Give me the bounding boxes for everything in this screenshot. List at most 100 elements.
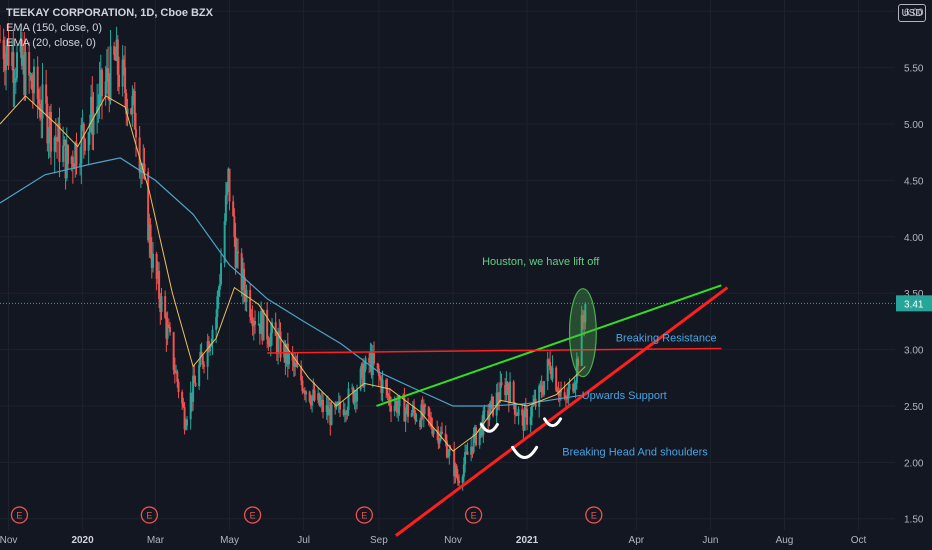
candle-body xyxy=(567,389,570,400)
candle-body xyxy=(347,388,350,411)
candle-body xyxy=(279,331,282,358)
candle-body xyxy=(364,357,367,370)
time-tick-label: May xyxy=(220,535,239,546)
price-axis[interactable]: 6.00 5.50 5.00 4.50 4.00 3.50 3.00 2.50 2.00 1.50… xyxy=(896,7,932,526)
time-tick-label: Aug xyxy=(776,535,794,546)
candle-body xyxy=(3,59,6,71)
candle-body xyxy=(192,375,195,402)
candle-body xyxy=(241,268,244,291)
earnings-label: E xyxy=(250,511,256,521)
candle-body xyxy=(138,137,141,173)
candle-body xyxy=(507,390,510,403)
candle-body xyxy=(549,362,552,371)
candle-body xyxy=(41,84,44,119)
candle-body xyxy=(428,416,431,418)
candle-body xyxy=(105,68,108,82)
shoulder-mark[interactable] xyxy=(543,417,563,428)
annotation-label[interactable]: Upwards Support xyxy=(582,390,667,402)
candle-body xyxy=(343,412,346,415)
earnings-icon[interactable] xyxy=(140,506,159,524)
candle-body xyxy=(444,433,447,441)
candle-body xyxy=(286,343,289,365)
candle-body xyxy=(71,156,74,167)
time-tick-label: 2020 xyxy=(71,535,94,546)
price-tick-label: 2.50 xyxy=(904,402,924,413)
candle-body xyxy=(189,392,192,420)
earnings-icon[interactable] xyxy=(355,506,373,524)
candle-body xyxy=(420,404,423,427)
candle-body xyxy=(294,363,297,367)
red-support-trendline[interactable] xyxy=(394,286,729,537)
candle-body xyxy=(455,465,458,477)
candle-body xyxy=(12,52,15,83)
candle-body xyxy=(284,344,287,363)
candle-body xyxy=(124,67,127,94)
candle-body xyxy=(5,52,8,71)
candle-body xyxy=(560,390,563,393)
candle-body xyxy=(215,317,218,330)
candle-body xyxy=(422,404,425,417)
shoulder-mark[interactable] xyxy=(479,423,499,433)
candle-body xyxy=(48,112,51,137)
candle-body xyxy=(517,409,520,416)
earnings-icon[interactable] xyxy=(585,506,603,524)
candle-body xyxy=(386,387,389,396)
candle-body xyxy=(133,91,136,130)
candle-body xyxy=(158,270,161,300)
candle-body xyxy=(132,91,135,96)
candle-body xyxy=(413,406,416,413)
candle-body xyxy=(353,392,356,403)
candle-body xyxy=(308,391,311,402)
candle-body xyxy=(404,410,407,422)
candle-body xyxy=(335,402,338,408)
shoulder-mark[interactable] xyxy=(511,445,539,459)
time-axis[interactable]: Nov 2020 Mar May Jul Sep Nov 2021 Apr Jun Aug Oct xyxy=(0,535,867,546)
candle-body xyxy=(313,389,316,401)
candle-body xyxy=(75,142,78,166)
candle-body xyxy=(489,400,492,414)
candle-body xyxy=(414,412,417,421)
chart-annotations: Houston, we have lift off Breaking Resist… xyxy=(482,256,716,459)
candle-body xyxy=(11,52,14,66)
candle-body xyxy=(142,163,145,172)
candle-body xyxy=(326,405,329,416)
candle-body xyxy=(368,357,371,363)
earnings-icon[interactable] xyxy=(10,506,29,524)
annotation-label[interactable]: Houston, we have lift off xyxy=(482,256,600,268)
candle-body xyxy=(20,39,23,66)
earnings-label: E xyxy=(16,511,22,521)
candle-body xyxy=(432,429,435,435)
candle-body xyxy=(271,322,274,334)
earnings-label: E xyxy=(591,511,597,521)
ema20-legend[interactable]: EMA (20, close, 0) xyxy=(6,37,96,49)
annotation-label[interactable]: Breaking Head And shoulders xyxy=(562,447,708,459)
candle-body xyxy=(481,422,484,436)
annotation-label[interactable]: Breaking Resistance xyxy=(616,333,717,345)
last-price-badge xyxy=(896,295,932,312)
green-resistance-trendline[interactable] xyxy=(376,284,722,407)
candle-body xyxy=(177,381,180,393)
candle-body xyxy=(266,309,269,340)
candle-body xyxy=(92,112,95,135)
currency-button[interactable]: USD xyxy=(898,4,926,22)
candle-body xyxy=(275,335,278,354)
candle-body xyxy=(233,216,236,237)
candle-body xyxy=(471,446,474,453)
red-horizontal-trendline[interactable] xyxy=(267,347,722,354)
candle-body xyxy=(31,88,34,94)
candle-body xyxy=(82,123,85,140)
candle-body xyxy=(114,54,117,61)
symbol-title[interactable]: TEEKAY CORPORATION, 1D, Cboe BZX xyxy=(6,7,213,19)
ema150-legend[interactable]: EMA (150, close, 0) xyxy=(6,22,102,34)
liftoff-ellipse[interactable] xyxy=(568,288,597,378)
candle-body xyxy=(47,136,50,144)
earnings-icon[interactable] xyxy=(464,506,483,524)
candle-body xyxy=(274,322,277,336)
candle-body xyxy=(176,371,179,382)
candle-body xyxy=(351,387,354,389)
earnings-icon[interactable] xyxy=(243,506,262,524)
candle-body xyxy=(543,381,546,395)
candle-body xyxy=(224,195,227,222)
